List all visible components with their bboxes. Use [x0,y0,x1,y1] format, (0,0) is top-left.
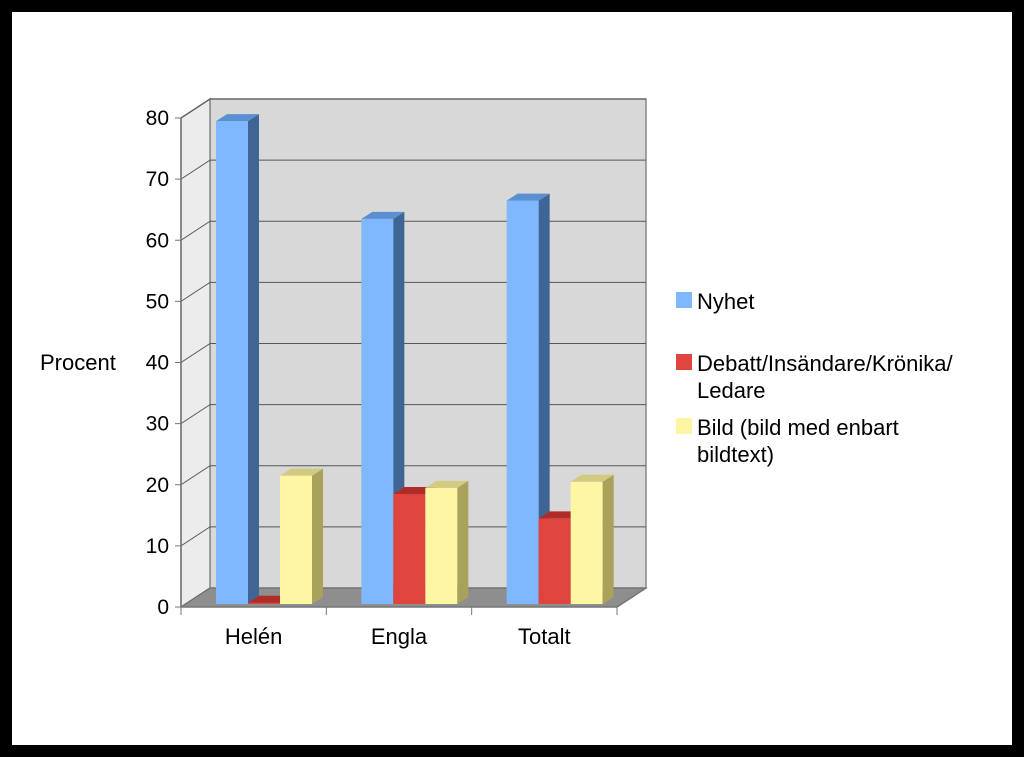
gridline-side [180,465,211,486]
bar-bild-1 [425,487,458,604]
y-axis-title: Procent [40,350,116,375]
y-tick-label: 50 [146,290,169,313]
bar-nyhet-2 [506,200,539,604]
gridline-side [180,98,211,119]
y-tick-label: 30 [146,413,169,436]
bar-top [361,211,405,219]
gridline-side [180,343,211,363]
y-tick-label: 20 [146,474,169,497]
bar-top [425,480,469,488]
x-tick-label: Helén [225,624,282,649]
bar-debatt-0 [248,602,280,604]
x-tick-label: Engla [371,624,428,649]
gridline-side [180,281,211,302]
bar-debatt-1 [393,493,426,604]
bar-debatt-2 [538,518,571,604]
bar-top [506,193,550,201]
bar-side [538,193,550,604]
bar-bild-2 [570,481,603,604]
legend-label: Debatt/Insändare/Krönika/Ledare [697,351,953,403]
y-tick-label: 80 [146,107,169,130]
legend-swatch [676,354,692,370]
gridline-side [180,526,211,547]
y-tick-label: 60 [146,229,169,252]
bar-nyhet-0 [216,121,248,605]
legend-swatch [676,292,692,308]
chart-frame: 0 10 20 30 40 50 60 70 80 Procent Helén Engla Totalt… [12,12,1012,745]
bar-top [280,468,323,476]
y-tick-label: 0 [157,596,169,619]
bar-top [570,474,614,482]
gridline-side [180,159,211,180]
bar-top [216,114,259,122]
bar-side [312,468,323,604]
bar-chart: 0 10 20 30 40 50 60 70 80 Procent Helén Engla Totalt… [40,97,953,649]
legend-swatch [676,418,692,434]
x-axis-end [616,587,647,608]
bar-side [602,474,614,604]
legend-label: Bild (bild med enbart bildtext) [697,415,899,467]
bar-bild-0 [280,475,312,604]
bar-side [457,480,469,604]
y-tick-label: 70 [146,168,169,191]
x-tick-label: Totalt [518,624,571,649]
bar-nyhet-1 [361,218,394,604]
y-tick-label: 40 [146,352,169,375]
legend-label: Nyhet [697,289,754,314]
bar-side [248,114,259,605]
gridline-side [180,220,211,241]
gridline-side [180,404,211,425]
y-tick-label: 10 [146,535,169,558]
